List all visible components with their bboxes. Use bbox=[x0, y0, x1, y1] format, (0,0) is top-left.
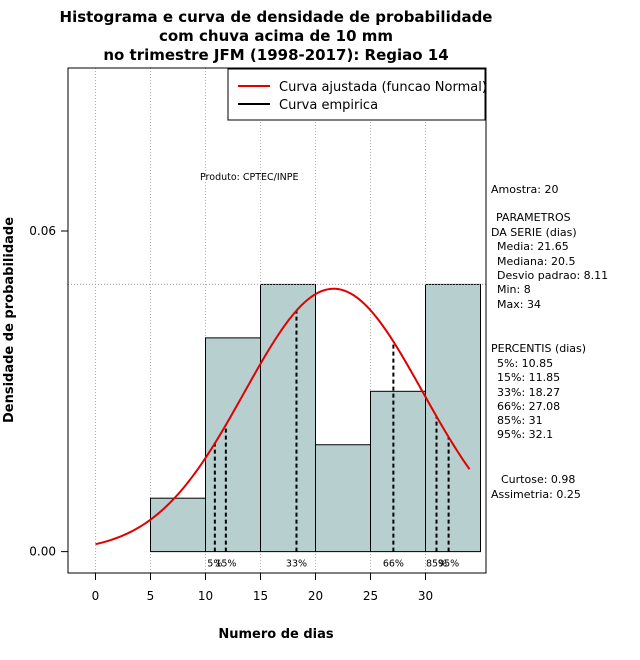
normal-curve bbox=[95, 287, 471, 546]
x-tick-label: 0 bbox=[92, 589, 100, 603]
histogram-bar bbox=[260, 283, 316, 553]
params-title-1: PARAMETROS bbox=[496, 211, 571, 224]
percentile-15: 15%: 11.85 bbox=[497, 371, 560, 384]
histogram-bar bbox=[315, 444, 371, 553]
x-axis-label: Numero de dias bbox=[218, 627, 334, 642]
y-tick-label: 0.00 bbox=[29, 545, 56, 559]
percentile-label: 15% bbox=[215, 559, 236, 570]
sample-size: Amostra: 20 bbox=[491, 183, 558, 196]
percentile-label: 5% bbox=[207, 559, 222, 570]
legend-normal-label: Curva ajustada (funcao Normal) bbox=[279, 80, 487, 95]
stat-stddev: Desvio padrao: 8.11 bbox=[497, 269, 608, 282]
percentile-label: 66% bbox=[383, 559, 404, 570]
x-tick-label: 25 bbox=[363, 589, 378, 603]
stat-max: Max: 34 bbox=[497, 298, 541, 311]
histogram-bar bbox=[370, 390, 426, 553]
percentile-33: 33%: 18.27 bbox=[497, 386, 560, 399]
stat-median: Mediana: 20.5 bbox=[497, 255, 575, 268]
percentile-85: 85%: 31 bbox=[497, 414, 543, 427]
x-tick-label: 15 bbox=[253, 589, 268, 603]
statistics-panel: Amostra: 20 PARAMETROS DA SERIE (dias) M… bbox=[491, 183, 608, 501]
kurtosis: Curtose: 0.98 bbox=[501, 473, 575, 486]
x-tick-label: 10 bbox=[198, 589, 213, 603]
histogram-bar bbox=[425, 283, 481, 553]
percentile-66: 66%: 27.08 bbox=[497, 400, 560, 413]
percentile-label: 95% bbox=[438, 559, 459, 570]
percentile-5: 5%: 10.85 bbox=[497, 357, 553, 370]
product-annotation: Produto: CPTEC/INPE bbox=[200, 172, 299, 183]
percentile-label: 33% bbox=[286, 559, 307, 570]
x-tick-label: 20 bbox=[308, 589, 323, 603]
axes: 0 5 10 15 20 25 30 0.00 0.06 bbox=[29, 224, 433, 603]
chart-title-line-2: com chuva acima de 10 mm bbox=[159, 27, 393, 45]
percentile-95: 95%: 32.1 bbox=[497, 428, 553, 441]
y-tick-label: 0.06 bbox=[29, 224, 56, 238]
histogram-bar bbox=[150, 497, 206, 553]
skewness: Assimetria: 0.25 bbox=[491, 488, 581, 501]
params-title-2: DA SERIE (dias) bbox=[491, 226, 577, 239]
chart-title-line-3: no trimestre JFM (1998-2017): Regiao 14 bbox=[103, 46, 448, 64]
percentile-lines: 5%15% 33% 66% 85%95% bbox=[207, 310, 459, 570]
normal-fit-curve bbox=[95, 287, 471, 546]
legend: Curva ajustada (funcao Normal) Curva emp… bbox=[227, 68, 487, 121]
stat-min: Min: 8 bbox=[497, 283, 531, 296]
x-tick-label: 30 bbox=[418, 589, 433, 603]
chart-title-line-1: Histograma e curva de densidade de proba… bbox=[60, 8, 493, 26]
legend-box bbox=[227, 68, 486, 121]
x-tick-label: 5 bbox=[147, 589, 155, 603]
y-axis-label: Densidade de probabilidade bbox=[2, 217, 17, 423]
legend-empirical-label: Curva empirica bbox=[279, 98, 378, 113]
percentiles-title: PERCENTIS (dias) bbox=[491, 342, 586, 355]
histogram-bars bbox=[150, 283, 481, 553]
percentile-label: 85% bbox=[426, 559, 447, 570]
stat-mean: Media: 21.65 bbox=[497, 240, 569, 253]
